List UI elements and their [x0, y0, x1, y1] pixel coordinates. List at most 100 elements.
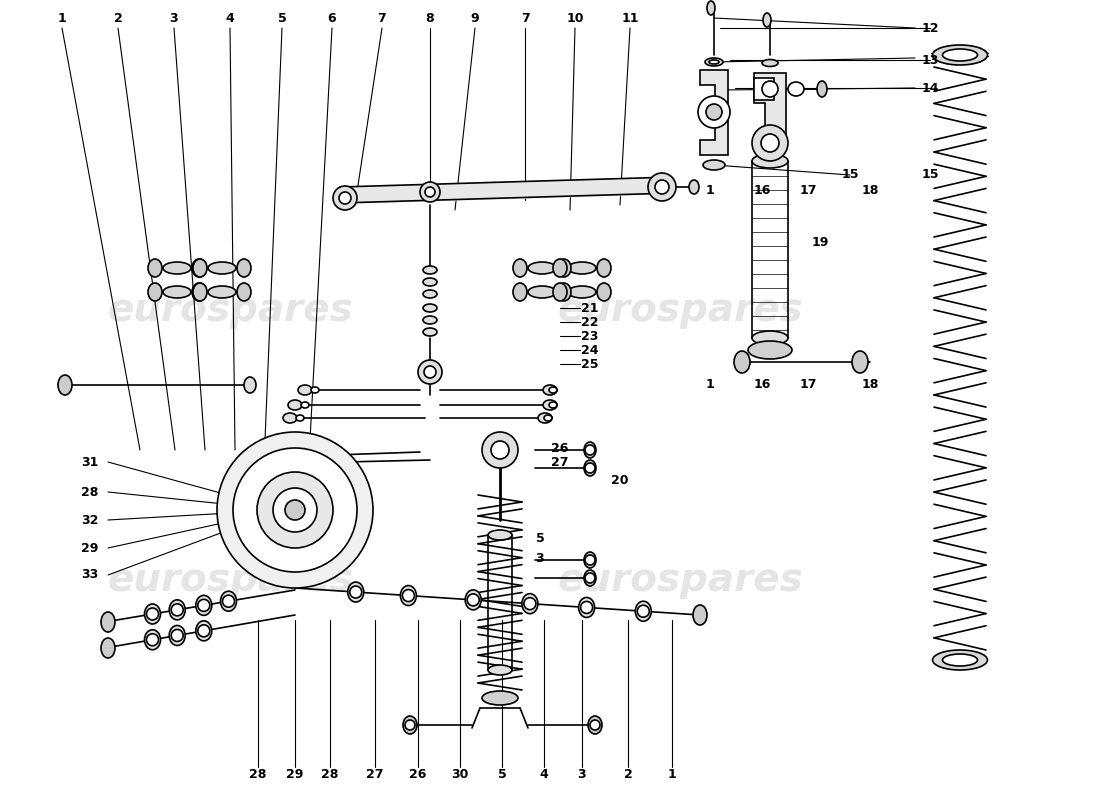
- Ellipse shape: [763, 13, 771, 27]
- Circle shape: [590, 720, 600, 730]
- Text: eurospares: eurospares: [557, 291, 803, 329]
- Circle shape: [172, 604, 184, 616]
- Circle shape: [339, 192, 351, 204]
- Ellipse shape: [196, 595, 212, 615]
- Ellipse shape: [298, 385, 312, 395]
- Circle shape: [585, 555, 595, 565]
- Text: 30: 30: [451, 769, 469, 782]
- Ellipse shape: [597, 259, 611, 277]
- Text: 2: 2: [624, 769, 632, 782]
- Circle shape: [654, 180, 669, 194]
- Text: 14: 14: [922, 82, 938, 94]
- Ellipse shape: [597, 283, 611, 301]
- Ellipse shape: [584, 570, 596, 586]
- Text: 18: 18: [861, 378, 879, 390]
- Text: 28: 28: [321, 769, 339, 782]
- Text: 3: 3: [578, 769, 586, 782]
- Ellipse shape: [528, 286, 556, 298]
- Text: 13: 13: [922, 54, 938, 66]
- Ellipse shape: [424, 328, 437, 336]
- Circle shape: [761, 134, 779, 152]
- Text: 3: 3: [169, 11, 178, 25]
- Ellipse shape: [693, 605, 707, 625]
- Text: 5: 5: [277, 11, 286, 25]
- Text: 16: 16: [754, 378, 771, 390]
- Circle shape: [233, 448, 358, 572]
- Ellipse shape: [144, 630, 161, 650]
- Text: 11: 11: [621, 11, 639, 25]
- Ellipse shape: [568, 262, 596, 274]
- Circle shape: [706, 104, 722, 120]
- Text: 26: 26: [409, 769, 427, 782]
- Circle shape: [524, 598, 536, 610]
- Ellipse shape: [544, 415, 552, 421]
- Circle shape: [762, 81, 778, 97]
- Ellipse shape: [101, 638, 116, 658]
- Ellipse shape: [144, 604, 161, 624]
- Ellipse shape: [943, 49, 978, 61]
- Circle shape: [491, 441, 509, 459]
- Bar: [754, 78, 774, 100]
- Text: 21: 21: [581, 302, 598, 314]
- Text: 4: 4: [540, 769, 549, 782]
- Ellipse shape: [244, 377, 256, 393]
- Ellipse shape: [584, 460, 596, 476]
- Ellipse shape: [58, 375, 72, 395]
- Circle shape: [146, 608, 158, 620]
- Ellipse shape: [208, 286, 236, 298]
- Ellipse shape: [748, 341, 792, 359]
- Circle shape: [146, 634, 158, 646]
- Ellipse shape: [636, 602, 651, 622]
- Ellipse shape: [192, 259, 207, 277]
- Ellipse shape: [543, 385, 557, 395]
- Ellipse shape: [513, 259, 527, 277]
- Ellipse shape: [710, 60, 719, 64]
- Ellipse shape: [148, 259, 162, 277]
- Ellipse shape: [703, 160, 725, 170]
- Ellipse shape: [403, 716, 417, 734]
- Circle shape: [648, 173, 676, 201]
- Ellipse shape: [584, 552, 596, 568]
- Ellipse shape: [943, 654, 978, 666]
- Text: 27: 27: [551, 455, 569, 469]
- Ellipse shape: [588, 716, 602, 734]
- Text: 18: 18: [861, 183, 879, 197]
- Ellipse shape: [482, 691, 518, 705]
- Ellipse shape: [311, 387, 319, 393]
- Ellipse shape: [196, 621, 212, 641]
- Ellipse shape: [192, 259, 206, 277]
- Ellipse shape: [101, 612, 116, 632]
- Circle shape: [585, 573, 595, 583]
- Ellipse shape: [192, 283, 206, 301]
- Circle shape: [403, 590, 415, 602]
- Text: 3: 3: [536, 551, 544, 565]
- Text: 24: 24: [581, 343, 598, 357]
- Circle shape: [405, 720, 415, 730]
- Circle shape: [468, 594, 480, 606]
- Ellipse shape: [163, 262, 191, 274]
- Ellipse shape: [734, 351, 750, 373]
- Text: 33: 33: [81, 569, 99, 582]
- Text: 4: 4: [226, 11, 234, 25]
- Text: 29: 29: [81, 542, 99, 554]
- Ellipse shape: [148, 283, 162, 301]
- Ellipse shape: [933, 45, 988, 65]
- Text: 2: 2: [113, 11, 122, 25]
- Ellipse shape: [163, 286, 191, 298]
- Ellipse shape: [424, 290, 437, 298]
- Text: 12: 12: [922, 22, 938, 34]
- Ellipse shape: [169, 626, 185, 646]
- Ellipse shape: [762, 59, 778, 66]
- Text: 1: 1: [668, 769, 676, 782]
- Ellipse shape: [528, 262, 556, 274]
- Ellipse shape: [707, 1, 715, 15]
- Ellipse shape: [752, 154, 788, 168]
- Ellipse shape: [705, 58, 723, 66]
- Ellipse shape: [752, 331, 788, 345]
- Text: 19: 19: [812, 237, 828, 250]
- Circle shape: [172, 630, 184, 642]
- Ellipse shape: [348, 582, 364, 602]
- Circle shape: [420, 182, 440, 202]
- Text: 23: 23: [581, 330, 598, 342]
- Circle shape: [585, 463, 595, 473]
